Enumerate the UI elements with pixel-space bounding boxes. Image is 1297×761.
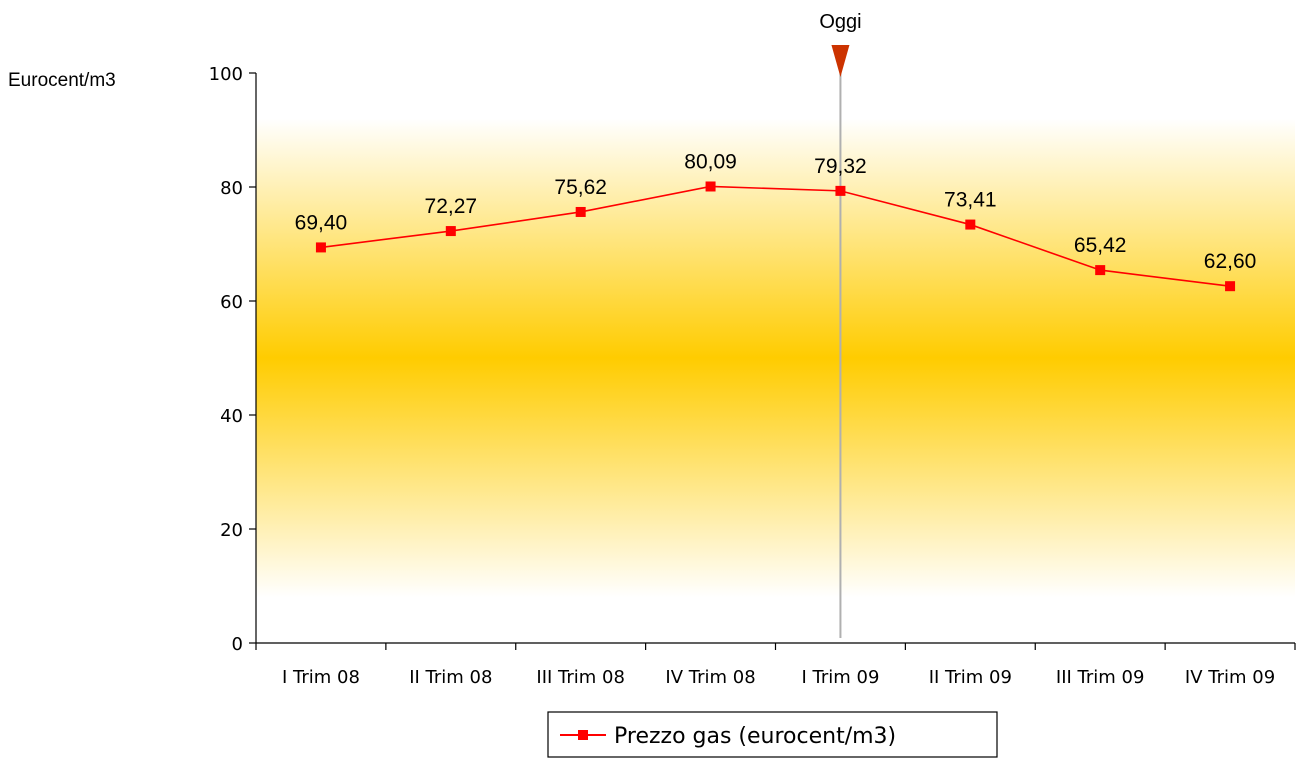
data-point xyxy=(445,226,456,237)
data-point xyxy=(1095,265,1106,276)
data-label: 80,09 xyxy=(684,150,737,173)
y-tick-label: 40 xyxy=(220,406,243,427)
data-point xyxy=(705,181,716,192)
data-label: 73,41 xyxy=(944,189,997,212)
y-axis-unit-label: Eurocent/m3 xyxy=(8,70,116,91)
data-label: 69,40 xyxy=(295,211,348,234)
x-tick-label: I Trim 08 xyxy=(282,667,360,688)
data-label: 75,62 xyxy=(554,176,607,199)
today-marker-arrow xyxy=(831,45,850,77)
data-labels: 69,40 72,27 75,62 80,09 79,32 73,41 65,42 62,60 xyxy=(295,150,1257,273)
x-tick-label: II Trim 08 xyxy=(409,667,492,688)
data-label: 62,60 xyxy=(1204,250,1257,273)
today-marker: Oggi xyxy=(819,11,862,638)
y-tick-label: 20 xyxy=(220,520,243,541)
today-marker-label: Oggi xyxy=(819,11,861,33)
data-label: 72,27 xyxy=(425,195,478,218)
legend-series-marker xyxy=(578,730,588,740)
legend-series-label: Prezzo gas (eurocent/m3) xyxy=(614,724,896,749)
data-label: 65,42 xyxy=(1074,234,1127,257)
data-point xyxy=(835,185,846,196)
x-tick-label: III Trim 09 xyxy=(1056,667,1145,688)
data-point xyxy=(965,219,976,230)
axes: 0 20 40 60 80 100 I Trim 08 II Trim 08 III Trim … xyxy=(209,64,1296,688)
series-group xyxy=(315,181,1236,292)
x-tick-label: II Trim 09 xyxy=(929,667,1012,688)
y-tick-label: 0 xyxy=(232,634,243,655)
x-tick-label: IV Trim 08 xyxy=(665,667,755,688)
data-point xyxy=(575,206,586,217)
plot-area-background xyxy=(256,73,1295,643)
x-tick-label: IV Trim 09 xyxy=(1185,667,1275,688)
y-tick-label: 100 xyxy=(209,64,243,85)
legend-box xyxy=(547,711,998,758)
y-tick-label: 80 xyxy=(220,178,243,199)
data-point xyxy=(315,242,326,253)
legend: Prezzo gas (eurocent/m3) xyxy=(547,711,998,758)
x-tick-label: III Trim 08 xyxy=(536,667,625,688)
data-point xyxy=(1225,281,1236,292)
data-label: 79,32 xyxy=(814,155,867,178)
series-line xyxy=(320,185,1231,287)
y-tick-label: 60 xyxy=(220,292,243,313)
x-tick-label: I Trim 09 xyxy=(801,667,879,688)
